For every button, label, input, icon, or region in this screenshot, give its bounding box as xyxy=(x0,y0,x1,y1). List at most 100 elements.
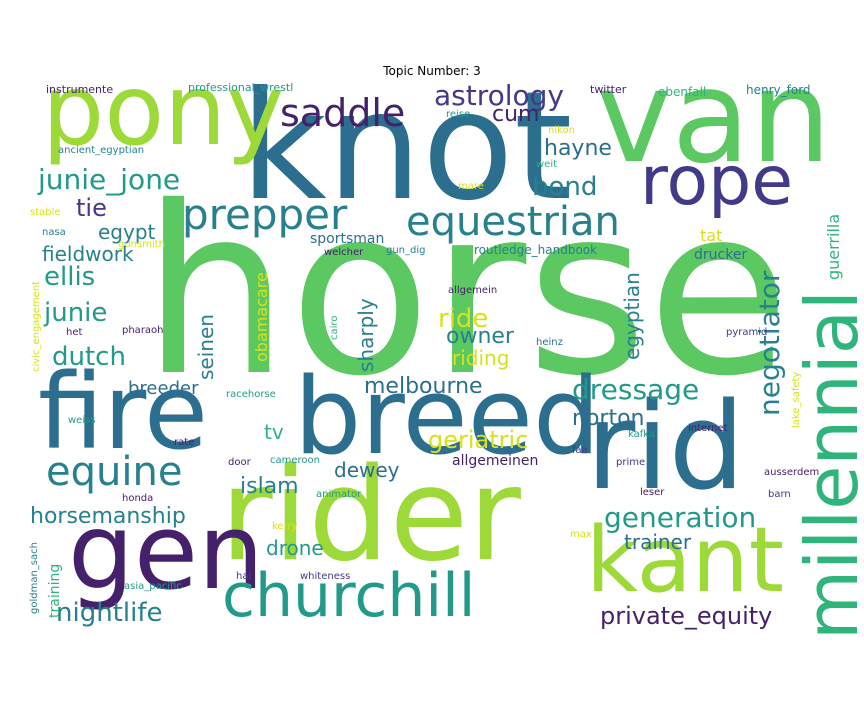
word-egypt: egypt xyxy=(98,220,156,244)
word-tat: tat xyxy=(700,226,723,245)
word-millennial: millennial xyxy=(790,290,864,640)
word-norton: norton xyxy=(572,406,645,431)
word-mare: mare xyxy=(458,181,484,192)
word-het: het xyxy=(66,327,83,338)
word-reise: reise xyxy=(446,109,471,120)
word-churchill: churchill xyxy=(222,561,476,631)
word-routledge_handbook: routledge_handbook xyxy=(474,243,598,257)
chart-title: Topic Number: 3 xyxy=(383,64,481,78)
word-ancient_egyptian: ancient_egyptian xyxy=(58,145,145,156)
word-training: training xyxy=(47,563,63,618)
word-ellis: ellis xyxy=(44,262,96,292)
word-seinen: seinen xyxy=(194,314,218,380)
word-rate: rate xyxy=(174,437,195,448)
word-dewey: dewey xyxy=(334,458,400,482)
word-van: van xyxy=(596,43,832,192)
word-nikon: nikon xyxy=(548,125,576,136)
word-allgemeinen: allgemeinen xyxy=(452,453,539,469)
word-pyramid: pyramid xyxy=(726,327,768,338)
word-egyptian: egyptian xyxy=(620,272,644,360)
word-pharaoh: pharaoh xyxy=(122,325,164,336)
word-pony: pony xyxy=(42,54,285,168)
word-sharply: sharply xyxy=(354,298,378,372)
word-cameroon: cameroon xyxy=(270,455,320,466)
word-welcher: welcher xyxy=(324,247,364,258)
word-gun_dig: gun_dig xyxy=(386,245,426,256)
word-professional_wrestl: professional_wrestl xyxy=(188,81,294,94)
word-geriatric: geriatric xyxy=(428,426,529,454)
word-lake_safety: lake_safety xyxy=(791,371,802,428)
word-drucker: drucker xyxy=(694,247,748,263)
word-horsemanship: horsemanship xyxy=(30,504,186,529)
word-hayne: hayne xyxy=(544,136,612,161)
word-internet: internet xyxy=(688,423,728,434)
word-nightlife: nightlife xyxy=(56,598,163,628)
word-obamacare: obamacare xyxy=(252,272,271,362)
word-ride: ride xyxy=(438,304,489,334)
word-civic_engagement: civic_engagement xyxy=(31,280,42,372)
word-fire: fire xyxy=(38,351,208,473)
word-allgemein: allgemein xyxy=(448,285,498,296)
word-negotiator: negotiator xyxy=(753,270,786,416)
word-weit: weit xyxy=(536,159,558,170)
word-owner: owner xyxy=(446,324,514,349)
word-nasa: nasa xyxy=(42,227,66,238)
word-goldman_sach: goldman_sach xyxy=(29,542,40,614)
word-saddle: saddle xyxy=(280,91,406,135)
word-equine: equine xyxy=(46,449,183,495)
word-twitter: twitter xyxy=(590,83,627,96)
word-equestrian: equestrian xyxy=(406,199,620,245)
word-racehorse: racehorse xyxy=(226,389,276,400)
word-leser: leser xyxy=(640,487,665,498)
word-bond: bond xyxy=(532,172,598,202)
word-ebenfall: ebenfall xyxy=(658,85,707,99)
word-barn: barn xyxy=(768,489,791,500)
word-astrology: astrology xyxy=(434,79,565,112)
word-riding: riding xyxy=(452,346,510,370)
word-honda: honda xyxy=(122,493,154,504)
word-hal: hal xyxy=(236,571,252,582)
word-faa: faa xyxy=(572,445,588,456)
word-prime: prime xyxy=(616,457,646,468)
word-fieldwork: fieldwork xyxy=(42,242,134,266)
word-breed: breed xyxy=(294,355,601,478)
word-private_equity: private_equity xyxy=(600,602,773,630)
word-prepper: prepper xyxy=(182,190,348,239)
word-kafka: kafka xyxy=(628,429,656,440)
word-asia_pacific: asia_pacific xyxy=(124,581,182,592)
word-dutch: dutch xyxy=(52,342,126,372)
word-junie: junie xyxy=(44,298,108,328)
word-trainer: trainer xyxy=(624,530,692,554)
word-guerrilla: guerrilla xyxy=(824,213,843,280)
word-ausserdem: ausserdem xyxy=(764,467,820,478)
word-junie_jone: junie_jone xyxy=(38,163,181,196)
word-cum: cum xyxy=(492,102,540,127)
word-door: door xyxy=(228,457,251,468)
word-tv: tv xyxy=(264,420,284,444)
word-dressage: dressage xyxy=(572,373,700,406)
word-horse: horse xyxy=(142,157,790,427)
word-rope: rope xyxy=(640,142,794,221)
word-gen: gen xyxy=(68,491,264,613)
word-drone: drone xyxy=(266,536,324,560)
word-rider: rider xyxy=(220,441,521,590)
word-tie: tie xyxy=(76,194,107,222)
word-cairo: cairo xyxy=(329,315,340,340)
word-gunsmith: gunsmith xyxy=(118,239,166,250)
word-max: max xyxy=(570,529,592,540)
word-henry_ford: henry_ford xyxy=(746,83,811,97)
word-sportsman: sportsman xyxy=(310,231,385,247)
word-whiteness: whiteness xyxy=(300,571,351,582)
word-knot: knot xyxy=(240,60,573,234)
word-weiss: weiss xyxy=(68,415,96,426)
word-islam: islam xyxy=(240,474,299,499)
word-rid: rid xyxy=(586,378,745,517)
word-melbourne: melbourne xyxy=(364,374,483,399)
word-breeder: breeder xyxy=(128,378,199,399)
word-kerry: kerry xyxy=(272,521,298,532)
word-instrumente: instrumente xyxy=(46,83,114,96)
word-kant: kant xyxy=(586,508,785,613)
word-generation: generation xyxy=(604,501,757,534)
word-stable: stable xyxy=(30,207,61,218)
